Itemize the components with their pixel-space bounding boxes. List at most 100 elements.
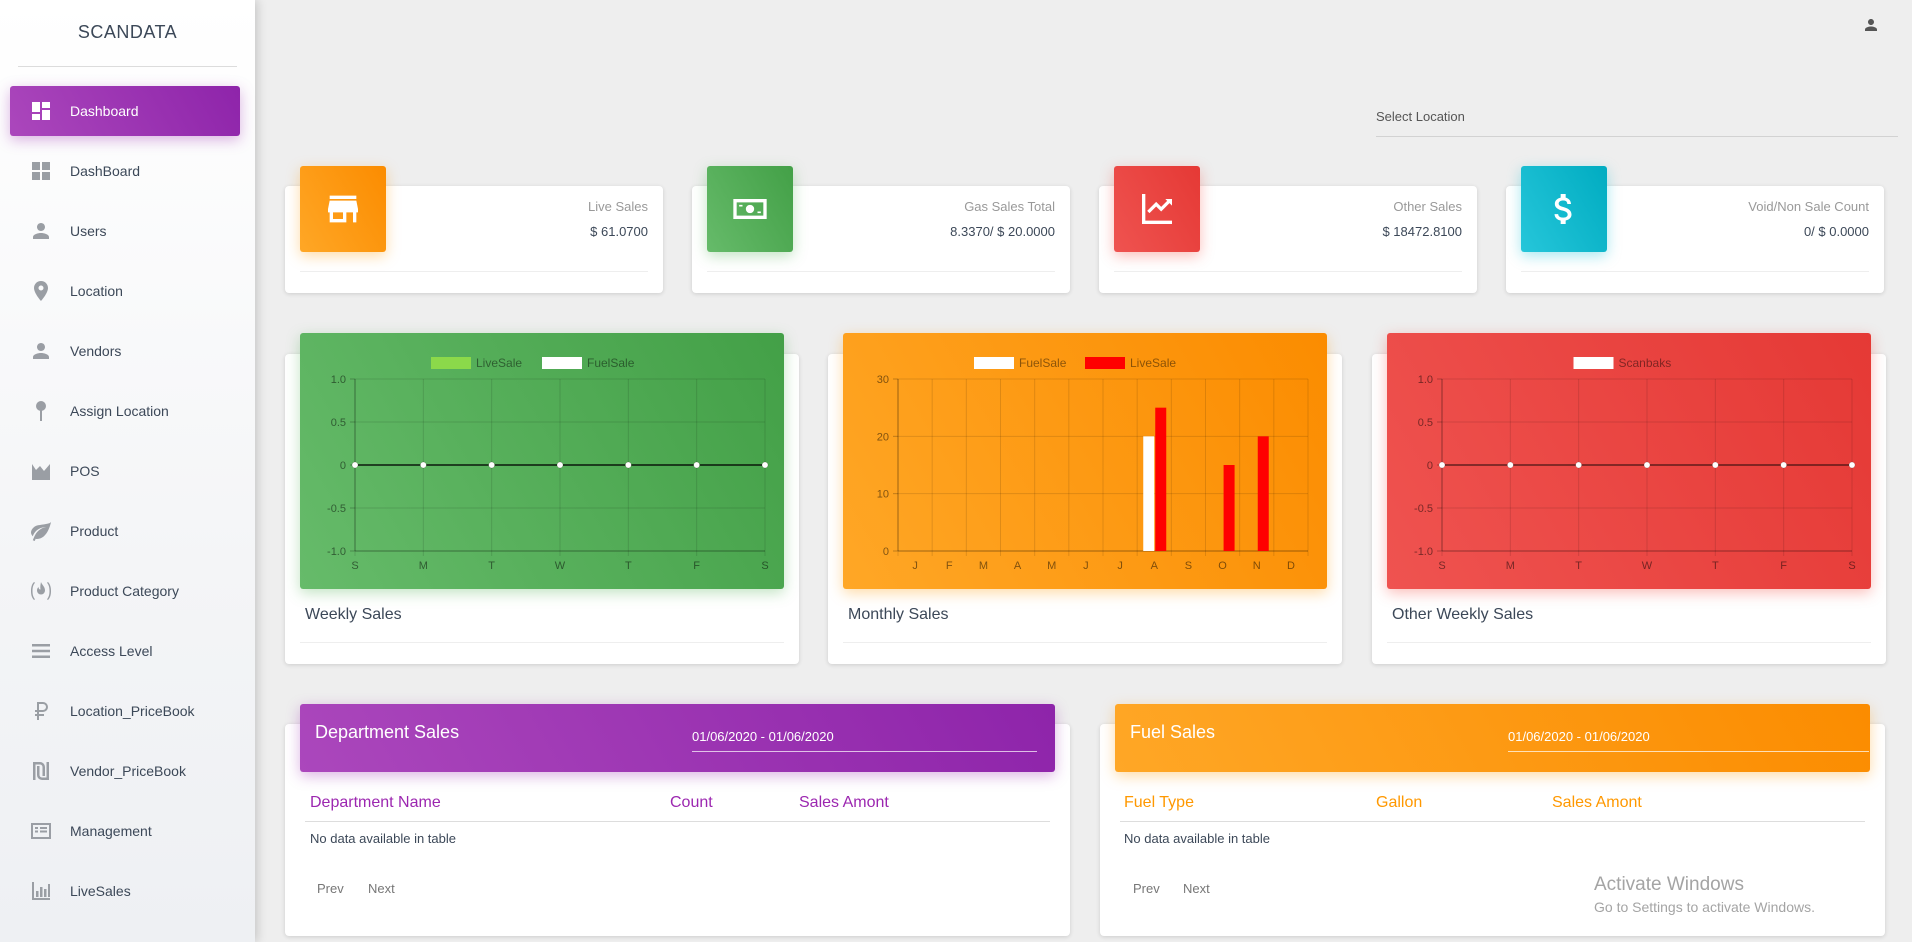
sidebar-item-access-level[interactable]: Access Level <box>10 626 240 676</box>
sidebar-item-vendor-pricebook[interactable]: Vendor_PriceBook <box>10 746 240 796</box>
x-tick-label: N <box>1253 560 1261 572</box>
column-header-gallon[interactable]: Gallon <box>1376 794 1423 811</box>
data-point-scanbaks <box>1780 461 1787 469</box>
next-page-button[interactable]: Next <box>368 881 395 896</box>
fuel-sales-card: Fuel Sales 01/06/2020 - 01/06/2020 Fuel … <box>1100 704 1885 936</box>
sidebar-item-assign-location[interactable]: Assign Location <box>10 386 240 436</box>
sidebar-item-label: LiveSales <box>70 883 131 899</box>
y-tick-label: -1.0 <box>1414 546 1433 558</box>
data-point-scanbaks <box>1712 461 1719 469</box>
prev-page-button[interactable]: Prev <box>1133 881 1160 896</box>
department-sales-title: Department Sales <box>315 722 460 742</box>
y-tick-label: -1.0 <box>327 546 346 558</box>
y-tick-label: -0.5 <box>1414 503 1433 515</box>
sidebar-item-label: DashBoard <box>70 163 141 179</box>
legend-label: Scanbaks <box>1619 356 1672 370</box>
x-tick-label: T <box>488 560 495 572</box>
sidebar-item-vendors[interactable]: Vendors <box>10 326 240 376</box>
fuel-date-range-input[interactable]: 01/06/2020 - 01/06/2020 <box>1508 729 1869 752</box>
grid-icon <box>26 156 56 186</box>
watermark-subtitle: Go to Settings to activate Windows. <box>1594 899 1815 915</box>
data-point-scanbaks <box>1643 461 1651 469</box>
brand-logo-text[interactable]: SCANDATA <box>18 0 237 67</box>
stat-title: Gas Sales Total <box>964 199 1055 214</box>
monthly-sales-chart-svg: FuelSale LiveSale 30 20 10 0 J F M A M J J A S O N D <box>877 356 1309 572</box>
divider <box>843 642 1327 643</box>
department-sales-header: Department Sales 01/06/2020 - 01/06/2020 <box>300 704 1055 772</box>
sidebar-item-management[interactable]: Management <box>10 806 240 856</box>
sidebar-item-product[interactable]: Product <box>10 506 240 556</box>
windows-activation-watermark: Activate Windows Go to Settings to activ… <box>1594 874 1815 915</box>
prev-page-button[interactable]: Prev <box>317 881 344 896</box>
fuel-sales-header: Fuel Sales 01/06/2020 - 01/06/2020 <box>1115 704 1870 772</box>
x-tick-label: W <box>1642 560 1653 572</box>
bar-livesale <box>1223 465 1235 551</box>
column-header-sales-amount[interactable]: Sales Amont <box>799 794 889 811</box>
stat-icon-box <box>707 166 793 252</box>
sidebar-item-dashboard[interactable]: Dashboard <box>10 86 240 136</box>
sidebar-item-location-pricebook[interactable]: Location_PriceBook <box>10 686 240 736</box>
sidebar-item-dashboard[interactable]: DashBoard <box>10 146 240 196</box>
location-select[interactable]: Select Location <box>1376 104 1898 137</box>
user-menu-button[interactable] <box>1862 16 1882 36</box>
y-tick-label: 0 <box>1427 460 1433 472</box>
sidebar-item-label: Assign Location <box>70 403 169 419</box>
x-tick-label: F <box>693 560 700 572</box>
fuel-sales-title: Fuel Sales <box>1130 722 1216 742</box>
x-tick-label: S <box>1848 560 1855 572</box>
department-date-range-input[interactable]: 01/06/2020 - 01/06/2020 <box>692 729 1037 752</box>
data-point-fuelsale <box>420 461 427 469</box>
data-point-scanbaks <box>1848 461 1856 469</box>
sidebar-item-label: POS <box>70 463 100 479</box>
sidebar-item-label: Location_PriceBook <box>70 703 195 719</box>
money-icon <box>733 199 767 219</box>
sidebar-item-product-category[interactable]: Product Category <box>10 566 240 616</box>
leaf-icon <box>26 516 56 546</box>
chart-title: Weekly Sales <box>305 606 402 623</box>
sidebar-item-label: Vendors <box>70 343 122 359</box>
data-point-fuelsale <box>488 461 495 469</box>
sidebar-item-label: Dashboard <box>70 103 139 119</box>
dashboard-icon <box>26 96 56 126</box>
y-tick-label: 20 <box>877 431 889 443</box>
stat-title: Other Sales <box>1393 199 1462 214</box>
x-tick-label: J <box>1117 560 1123 572</box>
column-header-department-name[interactable]: Department Name <box>310 794 441 811</box>
y-tick-label: 10 <box>877 489 889 501</box>
stat-title: Live Sales <box>588 199 648 214</box>
sidebar-item-pos[interactable]: POS <box>10 446 240 496</box>
legend-label: LiveSale <box>1130 356 1176 370</box>
x-tick-label: M <box>979 560 988 572</box>
data-point-scanbaks <box>1575 461 1582 469</box>
sidebar-item-location[interactable]: Location <box>10 266 240 316</box>
legend-swatch <box>431 357 471 369</box>
weekly-sales-card: LiveSale FuelSale 1.0 0.5 0 -0.5 -1.0 S M T W T F S W… <box>285 333 799 664</box>
monthly-sales-chart: FuelSale LiveSale 30 20 10 0 J F M A M J J A S O N D <box>843 333 1327 589</box>
divider <box>1120 821 1865 822</box>
sidebar-item-livesales[interactable]: LiveSales <box>10 866 240 916</box>
monthly-sales-card: FuelSale LiveSale 30 20 10 0 J F M A M J J A S O N D Mont… <box>828 333 1342 664</box>
stat-icon-box <box>300 166 386 252</box>
x-tick-label: S <box>1185 560 1192 572</box>
stat-value: $ 18472.8100 <box>1382 224 1462 239</box>
column-header-count[interactable]: Count <box>670 794 713 811</box>
empty-table-message: No data available in table <box>1124 831 1270 846</box>
next-page-button[interactable]: Next <box>1183 881 1210 896</box>
y-tick-label: 0 <box>883 546 889 558</box>
bar-livesale <box>1155 407 1167 551</box>
column-header-fuel-type[interactable]: Fuel Type <box>1124 794 1194 811</box>
y-tick-label: 0 <box>340 460 346 472</box>
flame-icon <box>26 576 56 606</box>
sidebar-item-users[interactable]: Users <box>10 206 240 256</box>
location-select-label: Select Location <box>1376 109 1465 124</box>
stat-card-void-count: Void/Non Sale Count 0/ $ 0.0000 <box>1506 166 1884 293</box>
x-tick-label: J <box>912 560 918 572</box>
x-tick-label: S <box>351 560 358 572</box>
x-tick-label: T <box>1575 560 1582 572</box>
vendor-icon <box>26 336 56 366</box>
column-header-sales-amount[interactable]: Sales Amont <box>1552 794 1642 811</box>
legend-swatch <box>974 357 1014 369</box>
y-tick-label: -0.5 <box>327 503 346 515</box>
x-tick-label: F <box>1780 560 1787 572</box>
chart-title: Other Weekly Sales <box>1392 606 1534 623</box>
